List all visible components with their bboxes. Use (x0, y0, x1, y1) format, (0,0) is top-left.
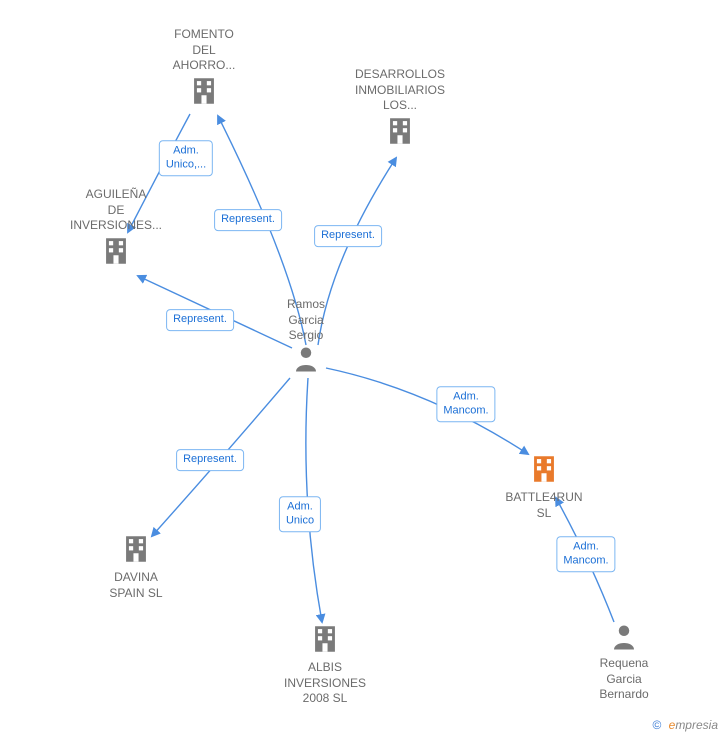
node-label: FOMENTODELAHORRO... (149, 27, 259, 74)
node-label: RamosGarciaSergio (251, 297, 361, 344)
edge-label: Represent. (314, 225, 382, 247)
node-label: DAVINASPAIN SL (81, 570, 191, 601)
node-fomento[interactable]: FOMENTODELAHORRO... (149, 27, 259, 112)
node-davina[interactable]: DAVINASPAIN SL (81, 532, 191, 601)
node-aguilena[interactable]: AGUILEÑADEINVERSIONES... (61, 187, 171, 272)
node-label: AGUILEÑADEINVERSIONES... (61, 187, 171, 234)
node-albis[interactable]: ALBISINVERSIONES2008 SL (270, 622, 380, 707)
footer-branding: © empresia (652, 718, 718, 732)
edge-label: Adm. Mancom. (436, 386, 495, 422)
brand-rest: mpresia (675, 718, 718, 732)
edge-ramos-battle4run (326, 368, 528, 454)
edge-label: Represent. (166, 309, 234, 331)
node-battle4run[interactable]: BATTLE4RUNSL (489, 452, 599, 521)
node-desarrollos[interactable]: DESARROLLOSINMOBILIARIOSLOS... (345, 67, 455, 152)
edge-label: Adm. Unico (279, 496, 321, 532)
node-ramos[interactable]: RamosGarciaSergio (251, 297, 361, 378)
node-label: DESARROLLOSINMOBILIARIOSLOS... (345, 67, 455, 114)
edge-label: Represent. (214, 209, 282, 231)
node-label: RequenaGarciaBernardo (569, 656, 679, 703)
copyright-symbol: © (652, 718, 661, 732)
network-diagram: RamosGarciaSergio FOMENTODELAHORRO... DE… (0, 0, 728, 740)
node-label: ALBISINVERSIONES2008 SL (270, 660, 380, 707)
edge-label: Represent. (176, 449, 244, 471)
node-requena[interactable]: RequenaGarciaBernardo (569, 622, 679, 703)
edge-label: Adm. Unico,... (159, 140, 213, 176)
node-label: BATTLE4RUNSL (489, 490, 599, 521)
edge-label: Adm. Mancom. (556, 536, 615, 572)
